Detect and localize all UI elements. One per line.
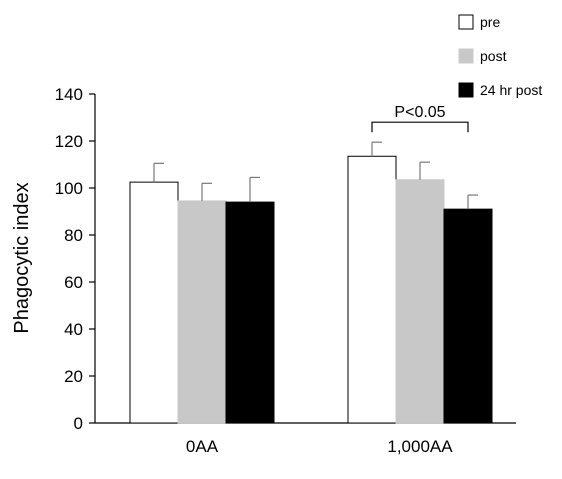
bar [443,208,493,424]
y-tick-label: 120 [55,132,83,151]
bar [347,155,397,424]
bar [225,201,275,424]
x-tick-label: 1,000AA [387,437,453,456]
y-tick-label: 60 [64,273,83,292]
y-tick-label: 100 [55,179,83,198]
error-bars [153,141,478,210]
legend-swatch [458,14,474,30]
legend-swatch [458,82,474,98]
bar [177,200,227,424]
x-tick-label: 0AA [186,437,219,456]
y-axis: 0 20 40 60 80 100 120 140 [55,85,96,433]
annotations: P<0.05 [371,104,469,133]
y-tick-label: 140 [55,85,83,104]
legend: pre post 24 hr post [458,14,542,98]
y-tick-label: 0 [74,414,83,433]
y-tick-label: 80 [64,226,83,245]
y-axis-label: Phagocytic index [11,182,33,333]
legend-swatch [458,48,474,64]
y-tick-label: 40 [64,320,83,339]
y-tick-label: 20 [64,367,83,386]
legend-label: 24 hr post [480,82,542,98]
bars [129,155,493,424]
significance-bracket [371,121,469,133]
bar [395,179,445,424]
legend-label: pre [480,14,500,30]
significance-label: P<0.05 [394,104,445,121]
bar [129,181,179,424]
legend-label: post [480,48,507,64]
x-axis: 0AA 1,000AA [95,422,516,456]
